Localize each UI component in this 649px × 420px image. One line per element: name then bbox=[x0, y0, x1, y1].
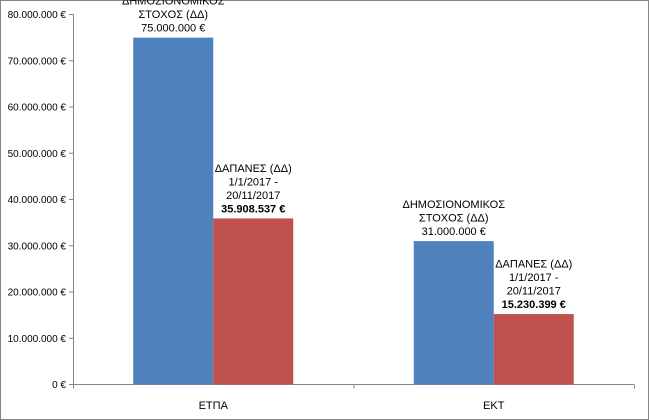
data-label: ΔΑΠΑΝΕΣ (ΔΔ) 1/1/2017 -20/11/2017 35.908.5… bbox=[215, 163, 292, 216]
y-tick-label: 40.000.000 € bbox=[8, 195, 67, 206]
data-label: ΔΗΜΟΣΙΟΝΟΜΙΚΟΣ ΣΤΟΧΟΣ (ΔΔ) 75.000.000 € bbox=[122, 0, 225, 35]
y-tick-label: 60.000.000 € bbox=[8, 103, 67, 114]
data-label: ΔΗΜΟΣΙΟΝΟΜΙΚΟΣ ΣΤΟΧΟΣ (ΔΔ) 31.000.000 € bbox=[403, 199, 506, 238]
y-tick-label: 30.000.000 € bbox=[8, 241, 67, 252]
y-tick-label: 80.000.000 € bbox=[8, 10, 67, 21]
x-tick-label: ΕΤΠΑ bbox=[199, 400, 229, 412]
y-tick-label: 50.000.000 € bbox=[8, 149, 67, 160]
y-tick-label: 70.000.000 € bbox=[8, 56, 67, 67]
y-tick-label: 20.000.000 € bbox=[8, 288, 67, 299]
y-tick-label: 0 € bbox=[52, 380, 66, 391]
x-tick-label: ΕΚΤ bbox=[483, 400, 505, 412]
bar bbox=[493, 314, 574, 385]
bar bbox=[213, 218, 294, 385]
bar bbox=[133, 37, 214, 385]
y-tick-label: 10.000.000 € bbox=[8, 334, 67, 345]
bar bbox=[413, 241, 494, 385]
data-label: ΔΑΠΑΝΕΣ (ΔΔ) 1/1/2017 -20/11/2017 15.230.3… bbox=[495, 259, 572, 312]
